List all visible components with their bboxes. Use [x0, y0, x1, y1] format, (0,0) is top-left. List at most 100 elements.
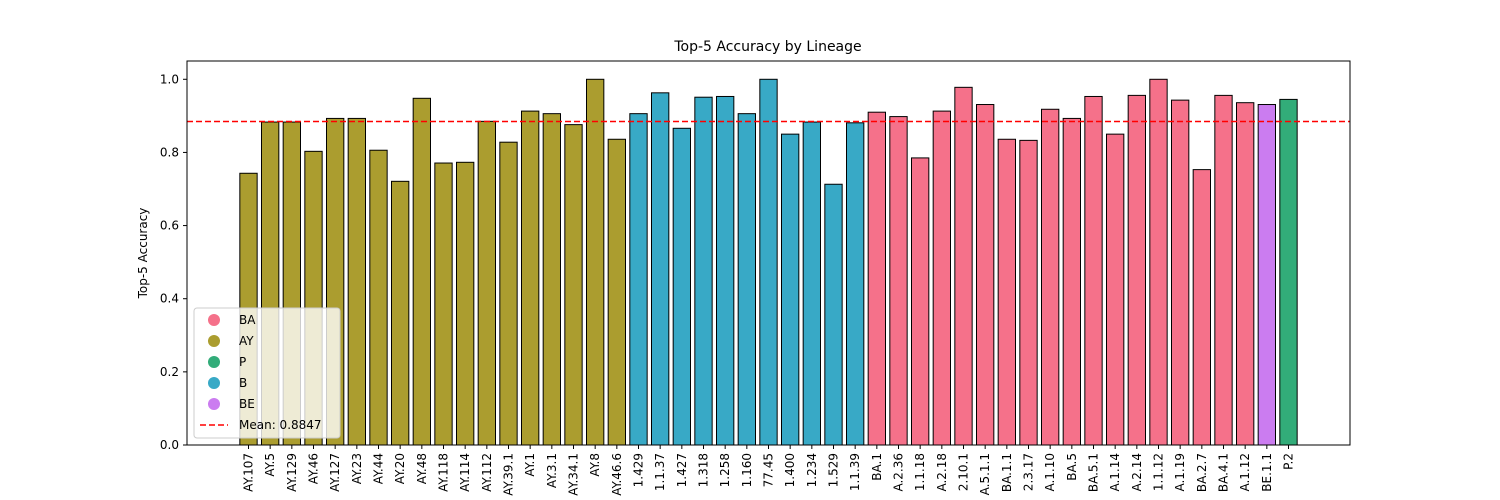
- bar-AY.8: [586, 78, 605, 446]
- legend: BA AY PB BE Mean: 0.8847: [193, 307, 341, 439]
- bar-A.2.36: [889, 116, 908, 446]
- bar-P.2: [1279, 98, 1298, 446]
- legend-label-P: P: [239, 355, 246, 369]
- x-tick-label: 1.318: [697, 453, 711, 487]
- bar-1.258: [716, 95, 735, 446]
- x-tick-label: BA.4.1: [1217, 453, 1231, 492]
- x-tick-label: BA.2.7: [1195, 453, 1209, 492]
- bar-AY.1: [521, 110, 540, 446]
- bar-AY.23: [347, 117, 367, 446]
- x-tick-label: AY.112: [480, 453, 494, 492]
- legend-label-AY: AY: [239, 334, 254, 348]
- bar-1.1.37: [651, 92, 670, 446]
- x-tick-label: AY.48: [415, 453, 429, 484]
- x-tick-label: 1.1.18: [913, 453, 927, 491]
- x-tick-label: BA.5: [1065, 453, 1079, 481]
- bar-AY.20: [391, 180, 410, 446]
- bar-BA.1.1: [997, 138, 1016, 446]
- x-tick-label: A.5.1.1: [978, 453, 992, 495]
- bar-1.429: [629, 113, 648, 446]
- bar-1.318: [694, 96, 713, 446]
- bar-AY.3.1: [542, 113, 561, 446]
- x-tick-label: BA.5.1: [1087, 453, 1101, 492]
- x-tick-label: 1.427: [675, 453, 689, 487]
- bar-BE.1.1: [1257, 104, 1277, 446]
- legend-marker-AY: [208, 335, 220, 347]
- x-tick-label: 1.400: [783, 453, 797, 487]
- x-tick-label: AY.107: [242, 453, 256, 492]
- bar-1.1.12: [1149, 78, 1168, 446]
- x-tick-label: A.1.14: [1108, 453, 1122, 492]
- bar-A.1.10: [1041, 108, 1060, 446]
- bar-BA.1: [867, 111, 886, 446]
- x-tick-label: AY.34.1: [567, 453, 581, 496]
- x-tick-label: 77.45: [762, 453, 776, 487]
- legend-label-BA: BA: [239, 313, 256, 327]
- legend-marker-BA: [208, 314, 220, 326]
- bar-A.2.18: [932, 110, 951, 446]
- x-tick-label: A.1.12: [1238, 453, 1252, 492]
- bar-A.1.14: [1106, 133, 1125, 446]
- y-axis: 0.0 0.2 0.4 0.6 0.8 1.0: [160, 72, 187, 452]
- bar-2.10.1: [954, 86, 973, 446]
- bar-AY.46.6: [607, 138, 626, 446]
- x-tick-label: 1.1.12: [1152, 453, 1166, 491]
- chart-title: Top-5 Accuracy by Lineage: [673, 39, 861, 55]
- x-tick-label: AY.39.1: [502, 453, 516, 496]
- y-axis-label: Top-5 Accuracy: [136, 208, 150, 300]
- y-tick-label: 0.8: [160, 145, 179, 159]
- x-tick-label: AY.5: [263, 453, 277, 477]
- x-tick-label: A.2.36: [892, 453, 906, 492]
- bar-A.5.1.1: [976, 104, 995, 446]
- legend-marker-BE: [208, 398, 220, 410]
- x-tick-label: AY.46: [307, 453, 321, 484]
- x-tick-label: 1.529: [827, 453, 841, 487]
- x-tick-label: 1.234: [805, 453, 819, 487]
- bar-1.529: [824, 183, 843, 446]
- bar-AY.34.1: [564, 124, 583, 446]
- legend-label-mean: Mean: 0.8847: [239, 418, 322, 432]
- y-tick-label: 1.0: [160, 72, 179, 86]
- y-tick-label: 0.6: [160, 219, 179, 233]
- bar-77.45: [759, 78, 778, 446]
- bar-A.2.14: [1127, 94, 1147, 446]
- y-tick-label: 0.4: [160, 292, 179, 306]
- x-tick-label: AY.44: [372, 453, 386, 484]
- x-axis: AY.107 AY.5 AY.129 AY.46 AY.127 AY.23 AY.44 AY.…: [242, 445, 1296, 496]
- x-tick-label: 2.3.17: [1022, 453, 1036, 491]
- x-tick-label: AY.20: [393, 453, 407, 484]
- x-tick-label: A.2.18: [935, 453, 949, 492]
- bar-AY.39.1: [499, 141, 518, 446]
- x-tick-label: 2.10.1: [957, 453, 971, 491]
- bar-A.1.12: [1236, 102, 1255, 446]
- bar-BA.2.7: [1192, 169, 1212, 446]
- x-tick-label: AY.46.6: [610, 453, 624, 496]
- x-tick-label: BA.1.1: [1000, 453, 1014, 492]
- x-tick-label: A.2.14: [1130, 453, 1144, 492]
- legend-label-B: B: [239, 376, 247, 390]
- x-tick-label: 1.1.39: [848, 453, 862, 491]
- bar-BA.5: [1062, 117, 1082, 446]
- y-tick-label: 0.2: [160, 365, 179, 379]
- bar-BA.5.1: [1084, 95, 1103, 446]
- x-tick-label: AY.23: [350, 453, 364, 484]
- bar-1.400: [781, 133, 800, 446]
- x-tick-label: AY.114: [458, 453, 472, 492]
- bar-AY.114: [456, 161, 475, 446]
- x-tick-label: P.2: [1282, 453, 1296, 470]
- x-tick-label: BE.1.1: [1260, 453, 1274, 492]
- bar-BA.4.1: [1214, 94, 1233, 446]
- x-tick-label: BA.1: [870, 453, 884, 481]
- x-tick-label: A.1.19: [1173, 453, 1187, 492]
- legend-marker-B: [208, 377, 220, 389]
- legend-box: [193, 307, 341, 439]
- y-tick-label: 0.0: [160, 438, 179, 452]
- x-tick-label: AY.3.1: [545, 453, 559, 488]
- x-tick-label: 1.160: [740, 453, 754, 487]
- x-tick-label: 1.258: [718, 453, 732, 487]
- bar-2.3.17: [1019, 139, 1038, 446]
- x-tick-label: A.1.10: [1043, 453, 1057, 492]
- bar-1.1.18: [911, 157, 930, 446]
- legend-label-BE: BE: [239, 397, 255, 411]
